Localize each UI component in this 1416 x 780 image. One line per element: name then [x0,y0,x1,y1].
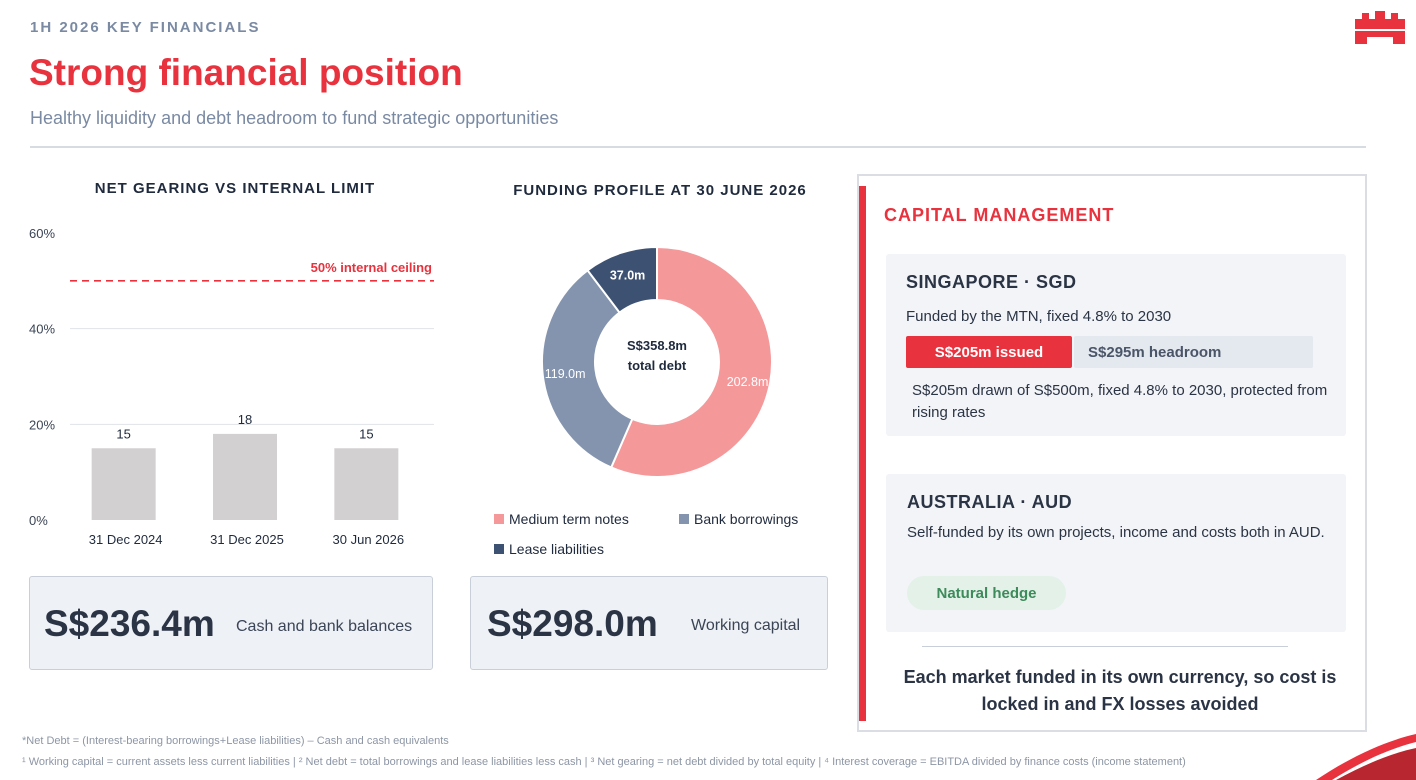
working-capital-kpi-value: S$298.0m [487,603,658,644]
ceiling-label: 50% internal ceiling [311,260,432,275]
y-tick-label: 20% [29,417,55,432]
castle-logo-icon [1355,11,1405,44]
singapore-note: S$205m drawn of S$500m, fixed 4.8% to 20… [912,382,1328,421]
footnote-net-debt: *Net Debt = (Interest-bearing borrowings… [22,735,449,747]
y-tick-label: 40% [29,322,55,337]
header-divider [30,146,1366,148]
funding-donut-chart: 202.8m 119.0m 37.0m S$358.8m total debt [541,245,773,478]
australia-market-box: AUSTRALIA · AUD Self-funded by its own p… [886,474,1346,632]
corner-swoosh-decoration [1316,734,1416,780]
cash-kpi-card: S$236.4m Cash and bank balances [29,576,433,670]
footnote-definitions: ¹ Working capital = current assets less … [22,756,1186,768]
slice-mtn-label: 202.8m [727,375,769,389]
legend-item-lease: Lease liabilities [494,541,604,557]
slice-lease-label: 37.0m [610,268,645,282]
working-capital-kpi-card: S$298.0m Working capital [470,576,828,670]
legend-label-bank: Bank borrowings [694,511,799,527]
bar [91,448,156,520]
y-tick-label: 60% [29,226,55,241]
donut-center-caption: total debt [628,358,687,373]
legend-item-mtn: Medium term notes [494,511,629,527]
legend-label-lease: Lease liabilities [509,541,604,557]
gearing-heading: NET GEARING VS INTERNAL LIMIT [94,180,376,197]
legend-item-bank: Bank borrowings [679,511,798,527]
bar-value-label: 15 [359,426,373,441]
australia-desc: Self-funded by its own projects, income … [907,524,1325,541]
gearing-chart: 0% 20% 40% 60% 50% internal ceiling 15 31 Dec … [29,226,434,547]
eyebrow-label: 1H 2026 KEY FINANCIALS [30,19,261,36]
capital-management-panel: CAPITAL MANAGEMENT SINGAPORE · SGD Funde… [857,174,1367,732]
capital-summary: Each market funded in its own currency, … [903,667,1337,714]
slice-lease [586,245,658,314]
donut-center-value: S$358.8m [627,338,687,353]
natural-hedge-badge: Natural hedge [907,576,1066,610]
singapore-desc: Funded by the MTN, fixed 4.8% to 2030 [906,308,1172,325]
bar-value-label: 18 [238,412,252,427]
page-title: Strong financial position [29,52,463,93]
capital-management-title: CAPITAL MANAGEMENT [884,205,1115,225]
x-tick-label: 31 Dec 2025 [210,532,284,547]
headroom-amount-bar: S$295m headroom [1074,336,1313,368]
singapore-title: SINGAPORE · SGD [906,272,1077,292]
slice-bank-label: 119.0m [545,367,586,381]
slice-bank [541,268,634,469]
issued-amount-bar: S$205m issued [906,336,1072,368]
singapore-market-box: SINGAPORE · SGD Funded by the MTN, fixed… [886,254,1346,436]
working-capital-kpi-label: Working capital [691,617,801,634]
slice-mtn [609,245,773,478]
x-tick-label: 30 Jun 2026 [333,532,405,547]
legend-swatch-mtn [494,514,504,524]
australia-title: AUSTRALIA · AUD [907,492,1073,512]
legend-swatch-lease [494,544,504,554]
y-tick-label: 0% [29,513,48,528]
capital-accent-bar [859,186,866,721]
funding-heading: FUNDING PROFILE AT 30 JUNE 2026 [513,182,807,199]
cash-kpi-value: S$236.4m [44,603,215,644]
bar [213,433,277,520]
legend-swatch-bank [679,514,689,524]
x-tick-label: 31 Dec 2024 [89,532,163,547]
bar-value-label: 15 [116,426,130,441]
capital-divider [922,646,1288,647]
cash-kpi-label: Cash and bank balances [236,618,413,635]
legend-label-mtn: Medium term notes [509,511,629,527]
bar [334,448,399,520]
page-subtitle: Healthy liquidity and debt headroom to f… [30,108,559,128]
